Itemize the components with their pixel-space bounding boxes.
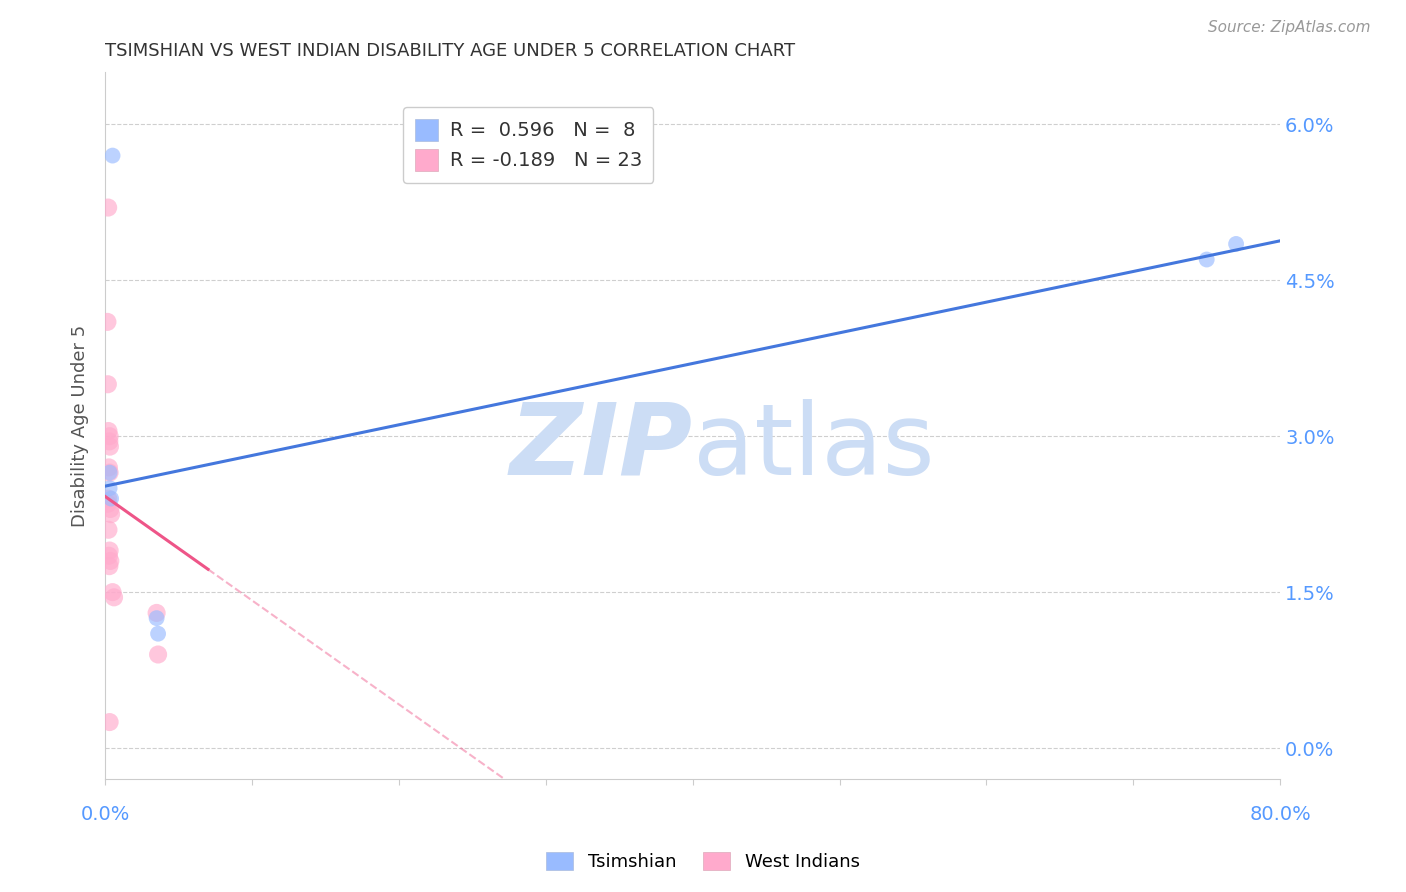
Legend: R =  0.596   N =  8, R = -0.189   N = 23: R = 0.596 N = 8, R = -0.189 N = 23 — [404, 107, 654, 183]
Point — [97, 424, 120, 438]
Text: atlas: atlas — [693, 399, 935, 496]
Point — [103, 591, 125, 605]
Point — [98, 440, 121, 454]
Point — [98, 434, 121, 449]
Point — [101, 585, 124, 599]
Point — [98, 466, 121, 480]
Text: 80.0%: 80.0% — [1250, 805, 1310, 824]
Text: 0.0%: 0.0% — [80, 805, 129, 824]
Point — [97, 497, 120, 511]
Point — [98, 466, 121, 480]
Point — [98, 429, 121, 443]
Point — [101, 148, 124, 162]
Point — [1225, 236, 1247, 251]
Text: TSIMSHIAN VS WEST INDIAN DISABILITY AGE UNDER 5 CORRELATION CHART: TSIMSHIAN VS WEST INDIAN DISABILITY AGE … — [105, 42, 796, 60]
Point — [146, 626, 169, 640]
Point — [98, 502, 121, 516]
Point — [97, 460, 120, 475]
Point — [146, 648, 169, 662]
Point — [97, 549, 120, 563]
Y-axis label: Disability Age Under 5: Disability Age Under 5 — [72, 325, 89, 527]
Point — [98, 481, 121, 495]
Point — [98, 554, 121, 568]
Point — [97, 491, 120, 506]
Point — [145, 611, 167, 625]
Text: Source: ZipAtlas.com: Source: ZipAtlas.com — [1208, 20, 1371, 35]
Point — [98, 543, 121, 558]
Point — [97, 523, 120, 537]
Point — [100, 507, 122, 521]
Point — [98, 714, 121, 729]
Point — [97, 377, 120, 392]
Point — [98, 559, 121, 574]
Point — [100, 491, 122, 506]
Point — [97, 201, 120, 215]
Point — [96, 315, 118, 329]
Legend: Tsimshian, West Indians: Tsimshian, West Indians — [538, 845, 868, 879]
Text: ZIP: ZIP — [510, 399, 693, 496]
Point — [1195, 252, 1218, 267]
Point — [145, 606, 167, 620]
